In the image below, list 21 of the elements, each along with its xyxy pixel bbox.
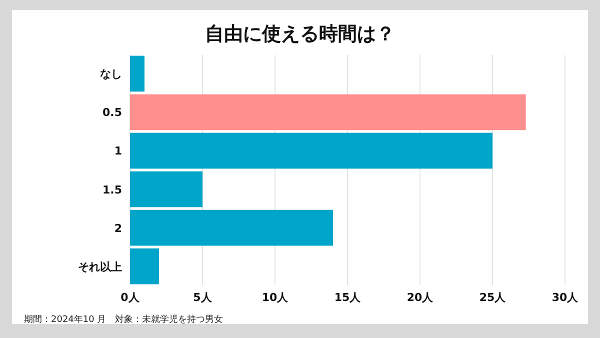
bar	[130, 248, 159, 284]
text: 期間：2024年10 月 対象：未就学児を持つ男女	[24, 314, 224, 325]
y-tick-label: 2	[114, 222, 122, 235]
bar	[130, 132, 492, 169]
y-tick-label: それ以上	[78, 260, 122, 274]
bar	[130, 94, 526, 130]
x-tick-label: 10人	[262, 291, 290, 304]
bar	[130, 56, 144, 92]
bar	[130, 210, 333, 246]
x-tick-label: 5人	[193, 291, 213, 304]
x-tick-label: 15人	[334, 291, 362, 304]
chart-title: 自由に使える時間は？	[205, 23, 395, 45]
y-tick-label: 1	[114, 144, 122, 158]
x-tick-label: 20人	[406, 291, 434, 304]
x-tick-label: 30人	[552, 291, 580, 304]
x-tick-label: 0人	[120, 291, 140, 304]
y-tick-label: 0.5	[102, 106, 122, 120]
y-tick-label: なし	[100, 68, 122, 81]
bar	[130, 171, 202, 208]
y-tick-label: 1.5	[102, 183, 122, 196]
x-tick-label: 25人	[479, 291, 507, 304]
